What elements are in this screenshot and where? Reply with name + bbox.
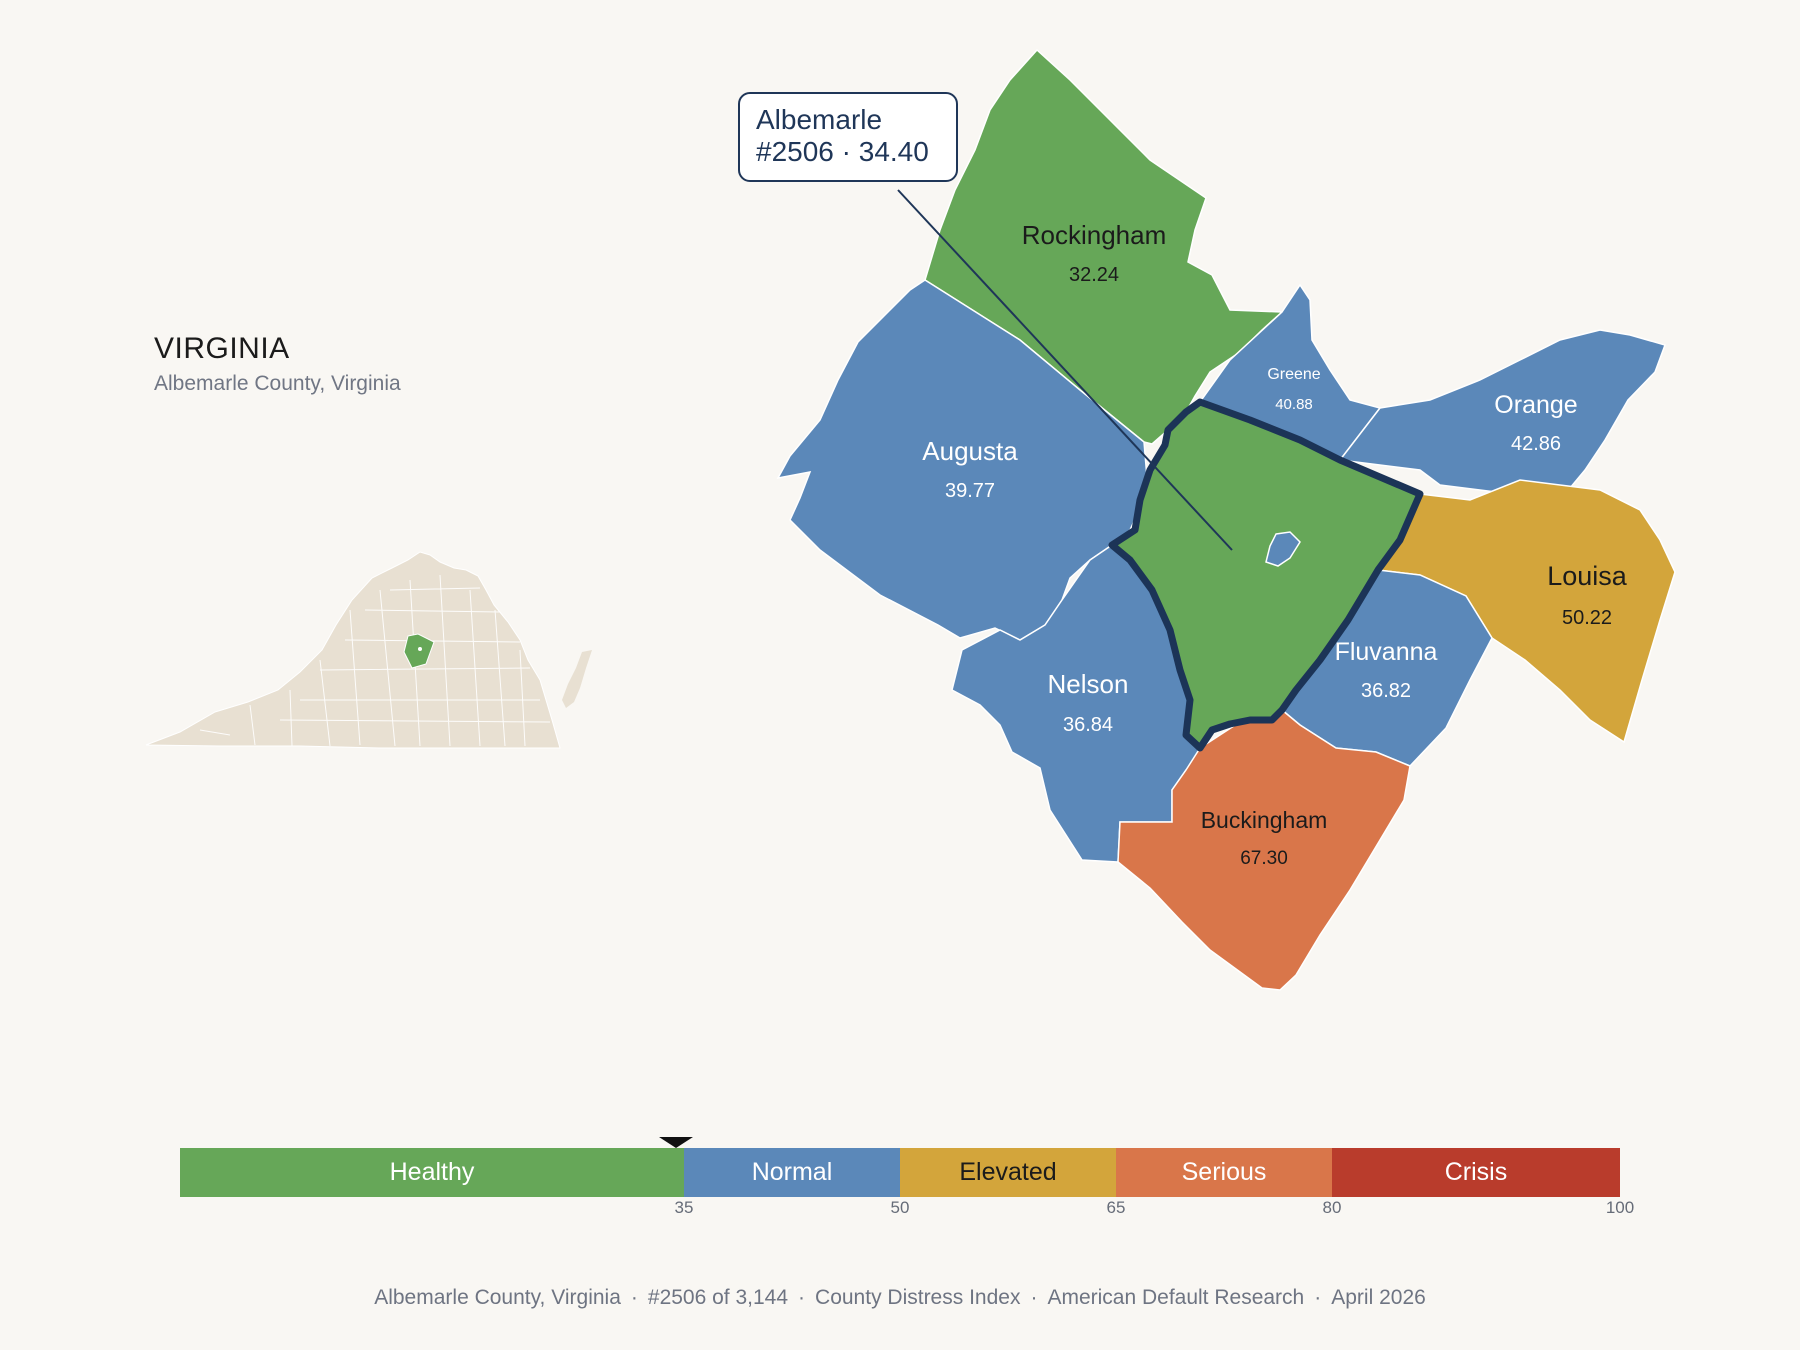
footer-credit: Albemarle County, Virginia · #2506 of 3,14… (0, 1286, 1800, 1310)
virginia-eastern-shore (562, 650, 592, 708)
legend-band-elevated: Elevated (900, 1148, 1116, 1197)
footer-source: American Default Research (1047, 1286, 1305, 1309)
legend-tick-50: 50 (890, 1198, 910, 1217)
legend-label-normal: Normal (751, 1158, 833, 1186)
albemarle-inset-dot (418, 647, 422, 651)
label-greene-name: Greene (1267, 366, 1320, 383)
county-orange[interactable] (1338, 329, 1666, 501)
legend-label-elevated: Elevated (959, 1158, 1057, 1186)
label-buckingham-name: Buckingham (1201, 807, 1328, 833)
legend-tick-100: 100 (1605, 1198, 1635, 1217)
legend-label-crisis: Crisis (1444, 1158, 1508, 1186)
legend-tick-80: 80 (1322, 1198, 1342, 1217)
label-nelson-name: Nelson (1048, 669, 1129, 699)
tooltip-county-name: Albemarle (756, 104, 883, 135)
state-subtitle: Albemarle County, Virginia (154, 372, 401, 395)
legend-band-healthy: Healthy (180, 1148, 684, 1197)
footer-separator: · (1030, 1286, 1038, 1309)
label-augusta-name: Augusta (922, 436, 1018, 466)
footer-index-name: County Distress Index (815, 1286, 1021, 1309)
legend-label-serious: Serious (1181, 1158, 1267, 1186)
footer-rank: #2506 of 3,144 (647, 1286, 789, 1309)
virginia-inset-map (145, 551, 592, 749)
label-greene-value: 40.88 (1275, 396, 1313, 413)
footer-separator: · (630, 1286, 638, 1309)
label-orange-value: 42.86 (1511, 433, 1561, 455)
tooltip-rank-value: #2506 · 34.40 (756, 136, 929, 167)
footer-date: April 2026 (1331, 1286, 1426, 1309)
county-tooltip: Albemarle #2506 · 34.40 (738, 92, 958, 182)
tooltip-leader-line (897, 189, 1233, 551)
footer-location: Albemarle County, Virginia (374, 1286, 621, 1309)
label-nelson-value: 36.84 (1063, 714, 1113, 736)
label-rockingham-value: 32.24 (1069, 264, 1119, 286)
albemarle-inset-highlight (403, 633, 435, 669)
legend-tick-65: 65 (1106, 1198, 1126, 1217)
legend-band-serious: Serious (1116, 1148, 1332, 1197)
label-louisa-value: 50.22 (1562, 607, 1612, 629)
county-rockingham[interactable] (924, 48, 1284, 445)
score-marker (659, 1137, 693, 1148)
legend-band-normal: Normal (684, 1148, 900, 1197)
label-buckingham-value: 67.30 (1240, 848, 1288, 869)
label-augusta-value: 39.77 (945, 480, 995, 502)
county-albemarle[interactable] (1108, 398, 1424, 752)
label-rockingham-name: Rockingham (1022, 220, 1167, 250)
label-fluvanna-value: 36.82 (1361, 680, 1411, 702)
county-buckingham[interactable] (1117, 709, 1411, 991)
legend-label-healthy: Healthy (389, 1158, 475, 1186)
footer-separator: · (1314, 1286, 1322, 1309)
label-orange-name: Orange (1494, 391, 1577, 419)
label-fluvanna-name: Fluvanna (1335, 638, 1438, 666)
legend-tick-35: 35 (674, 1198, 694, 1217)
footer-separator: · (798, 1286, 806, 1309)
legend-band-crisis: Crisis (1332, 1148, 1620, 1197)
charlottesville-enclave (1265, 531, 1301, 567)
county-labels: Rockingham 32.24 Greene 40.88 Orange 42.… (922, 220, 1627, 869)
state-title: VIRGINIA (154, 332, 290, 365)
label-louisa-name: Louisa (1547, 561, 1628, 591)
distress-legend: Healthy Normal Elevated Serious Crisis (180, 1148, 1620, 1197)
